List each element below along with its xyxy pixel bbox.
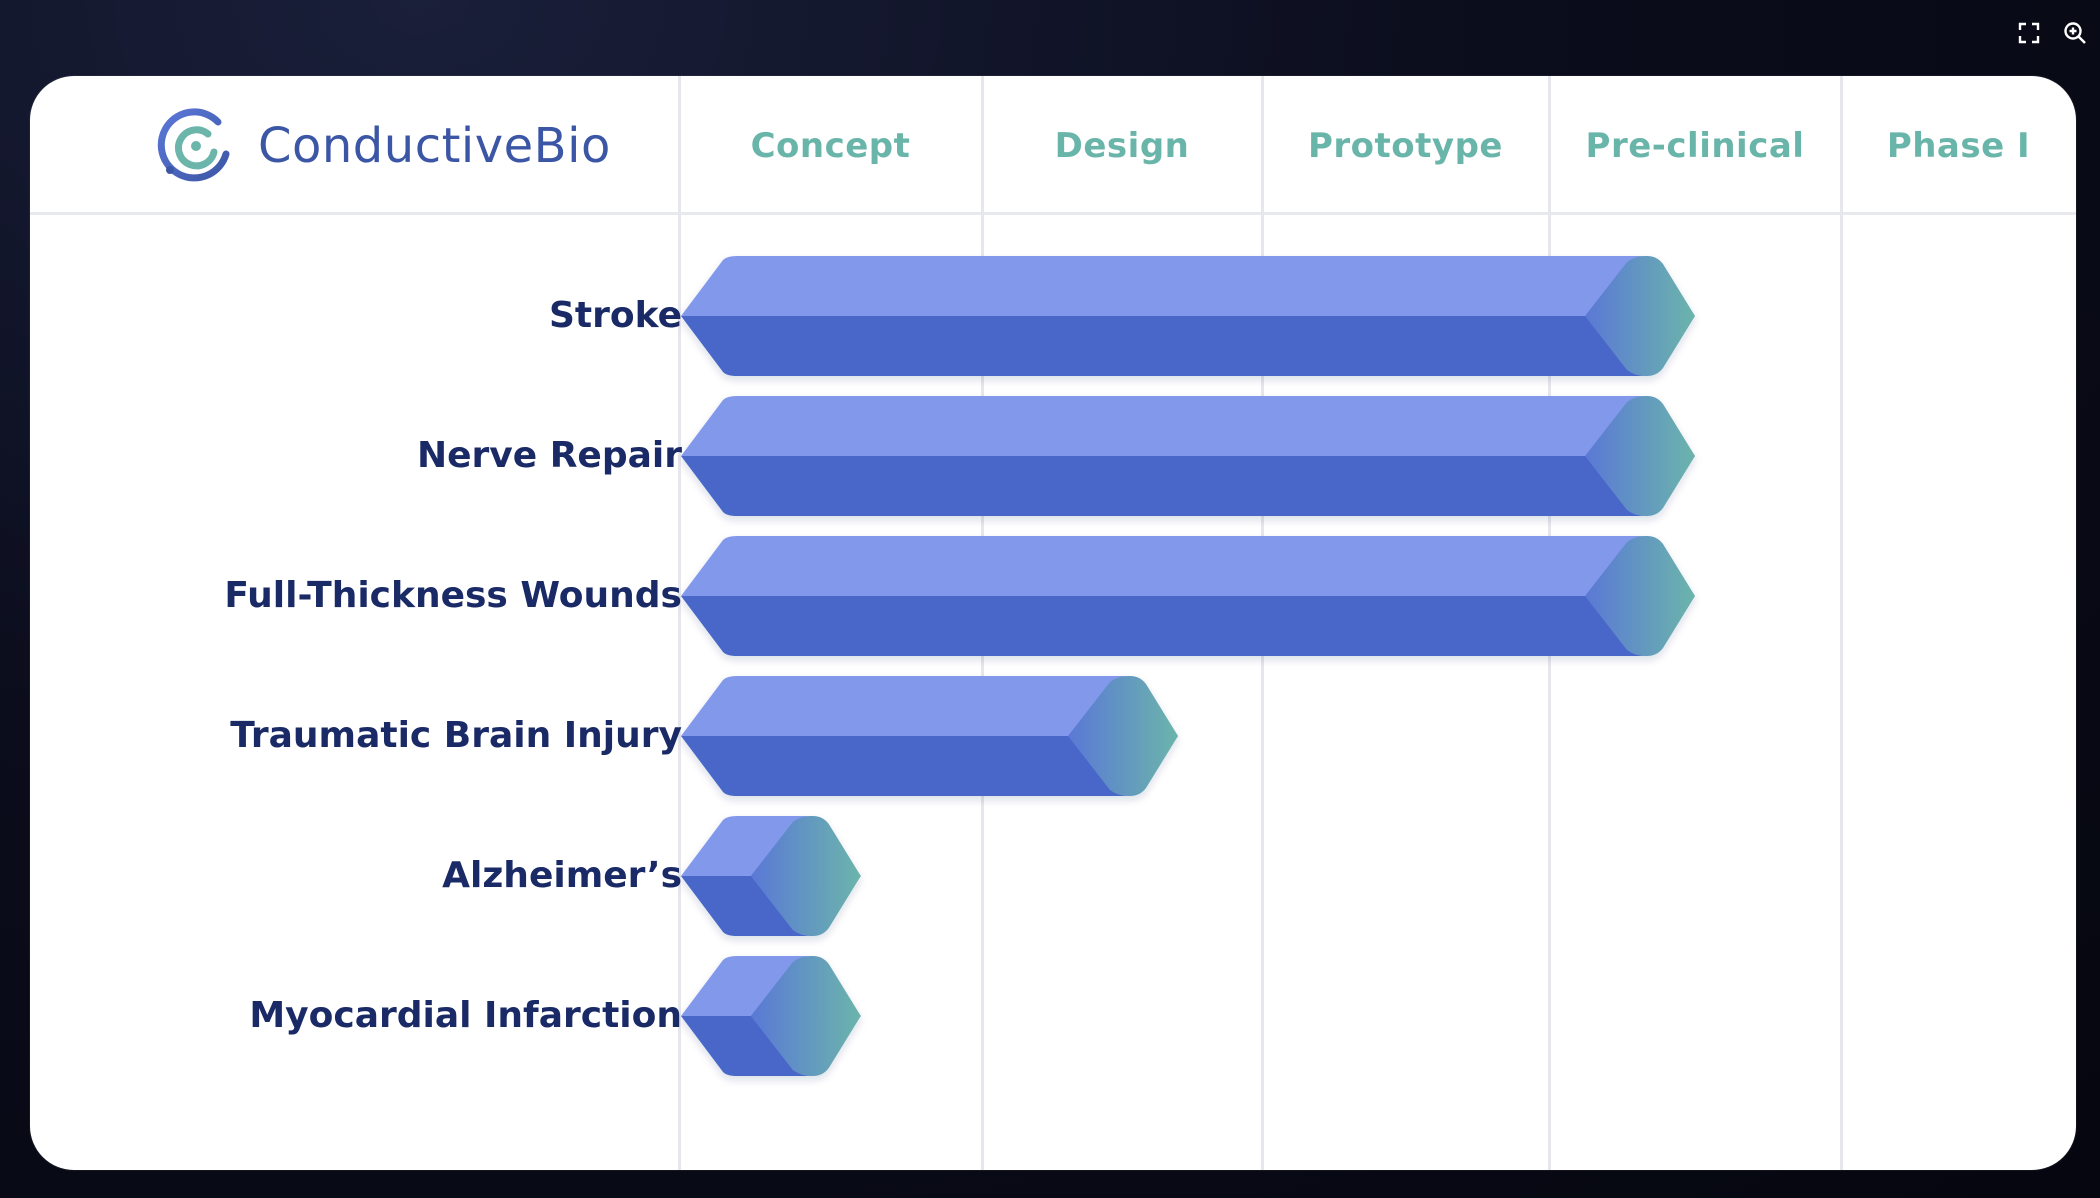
row-label-myocardial-infarction: Myocardial Infarction (249, 995, 682, 1036)
conductivebio-logo-icon (157, 108, 230, 182)
zoom-in-button[interactable] (2060, 18, 2090, 48)
row-label-full-thickness-wounds: Full-Thickness Wounds (224, 575, 682, 616)
bar-tip (750, 816, 861, 936)
bar-myocardial-infarction (681, 956, 861, 1076)
pipeline-bars (681, 256, 1695, 1076)
gridline-4 (1840, 76, 1843, 1170)
bar-stroke (681, 256, 1695, 376)
bar-tip (1585, 536, 1695, 656)
bar-full-thickness-wounds (681, 536, 1695, 656)
row-label-alzheimer-s: Alzheimer’s (442, 855, 682, 896)
brand: ConductiveBio (156, 106, 611, 186)
brand-name: ConductiveBio (258, 118, 611, 174)
zoom-in-icon (2064, 22, 2086, 44)
bar-bottom-face (681, 736, 1178, 796)
bar-bottom-face (681, 316, 1695, 376)
bar-tip (1068, 676, 1178, 796)
bar-alzheimer-s (681, 816, 861, 936)
bar-tip (750, 956, 861, 1076)
stage-label-phase-i: Phase I (1886, 126, 2031, 166)
stage-label-prototype: Prototype (1308, 126, 1503, 166)
bar-top-face (681, 256, 1695, 316)
bar-top-face (681, 536, 1695, 596)
stage-label-design: Design (1054, 126, 1190, 166)
bar-bottom-face (681, 596, 1695, 656)
row-label-stroke: Stroke (548, 295, 682, 336)
stage-label-pre-clinical: Pre-clinical (1585, 126, 1805, 166)
bar-top-face (681, 676, 1178, 736)
fullscreen-icon (2018, 22, 2040, 44)
gridline-0 (678, 76, 681, 1170)
bar-top-face (681, 396, 1695, 456)
bar-bottom-face (681, 456, 1695, 516)
bar-nerve-repair (681, 396, 1695, 516)
header-divider (30, 212, 2076, 215)
bar-tip (1585, 256, 1695, 376)
stage-label-concept: Concept (750, 126, 911, 166)
row-label-traumatic-brain-injury: Traumatic Brain Injury (230, 715, 682, 756)
bar-traumatic-brain-injury (681, 676, 1178, 796)
row-label-nerve-repair: Nerve Repair (416, 435, 682, 476)
fullscreen-button[interactable] (2014, 18, 2044, 48)
pipeline-card: ConductiveBio Concept Design Prototype Pre-… (30, 76, 2076, 1170)
bar-tip (1585, 396, 1695, 516)
